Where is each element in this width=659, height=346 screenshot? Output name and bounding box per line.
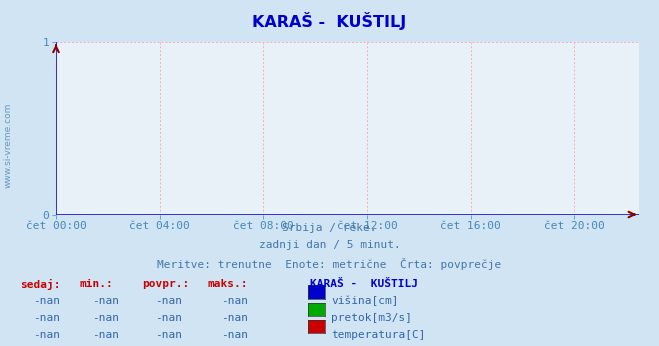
Text: -nan: -nan [221,313,248,323]
Text: -nan: -nan [221,330,248,340]
Text: maks.:: maks.: [208,279,248,289]
Text: -nan: -nan [155,330,182,340]
Text: -nan: -nan [33,330,60,340]
Text: temperatura[C]: temperatura[C] [331,330,426,340]
Text: -nan: -nan [33,296,60,306]
Text: -nan: -nan [221,296,248,306]
Text: višina[cm]: višina[cm] [331,296,399,306]
Text: -nan: -nan [155,296,182,306]
Text: KARAŠ -  KUŠTILJ: KARAŠ - KUŠTILJ [252,12,407,30]
Text: povpr.:: povpr.: [142,279,189,289]
Text: -nan: -nan [92,296,119,306]
Text: www.si-vreme.com: www.si-vreme.com [3,103,13,188]
Text: sedaj:: sedaj: [20,279,60,290]
Text: -nan: -nan [92,313,119,323]
Text: Meritve: trenutne  Enote: metrične  Črta: povprečje: Meritve: trenutne Enote: metrične Črta: … [158,258,501,270]
Text: -nan: -nan [155,313,182,323]
Text: zadnji dan / 5 minut.: zadnji dan / 5 minut. [258,240,401,251]
Text: KARAŠ -  KUŠTILJ: KARAŠ - KUŠTILJ [310,279,418,289]
Text: Srbija / reke.: Srbija / reke. [282,223,377,233]
Text: pretok[m3/s]: pretok[m3/s] [331,313,413,323]
Text: -nan: -nan [92,330,119,340]
Text: -nan: -nan [33,313,60,323]
Text: min.:: min.: [79,279,113,289]
